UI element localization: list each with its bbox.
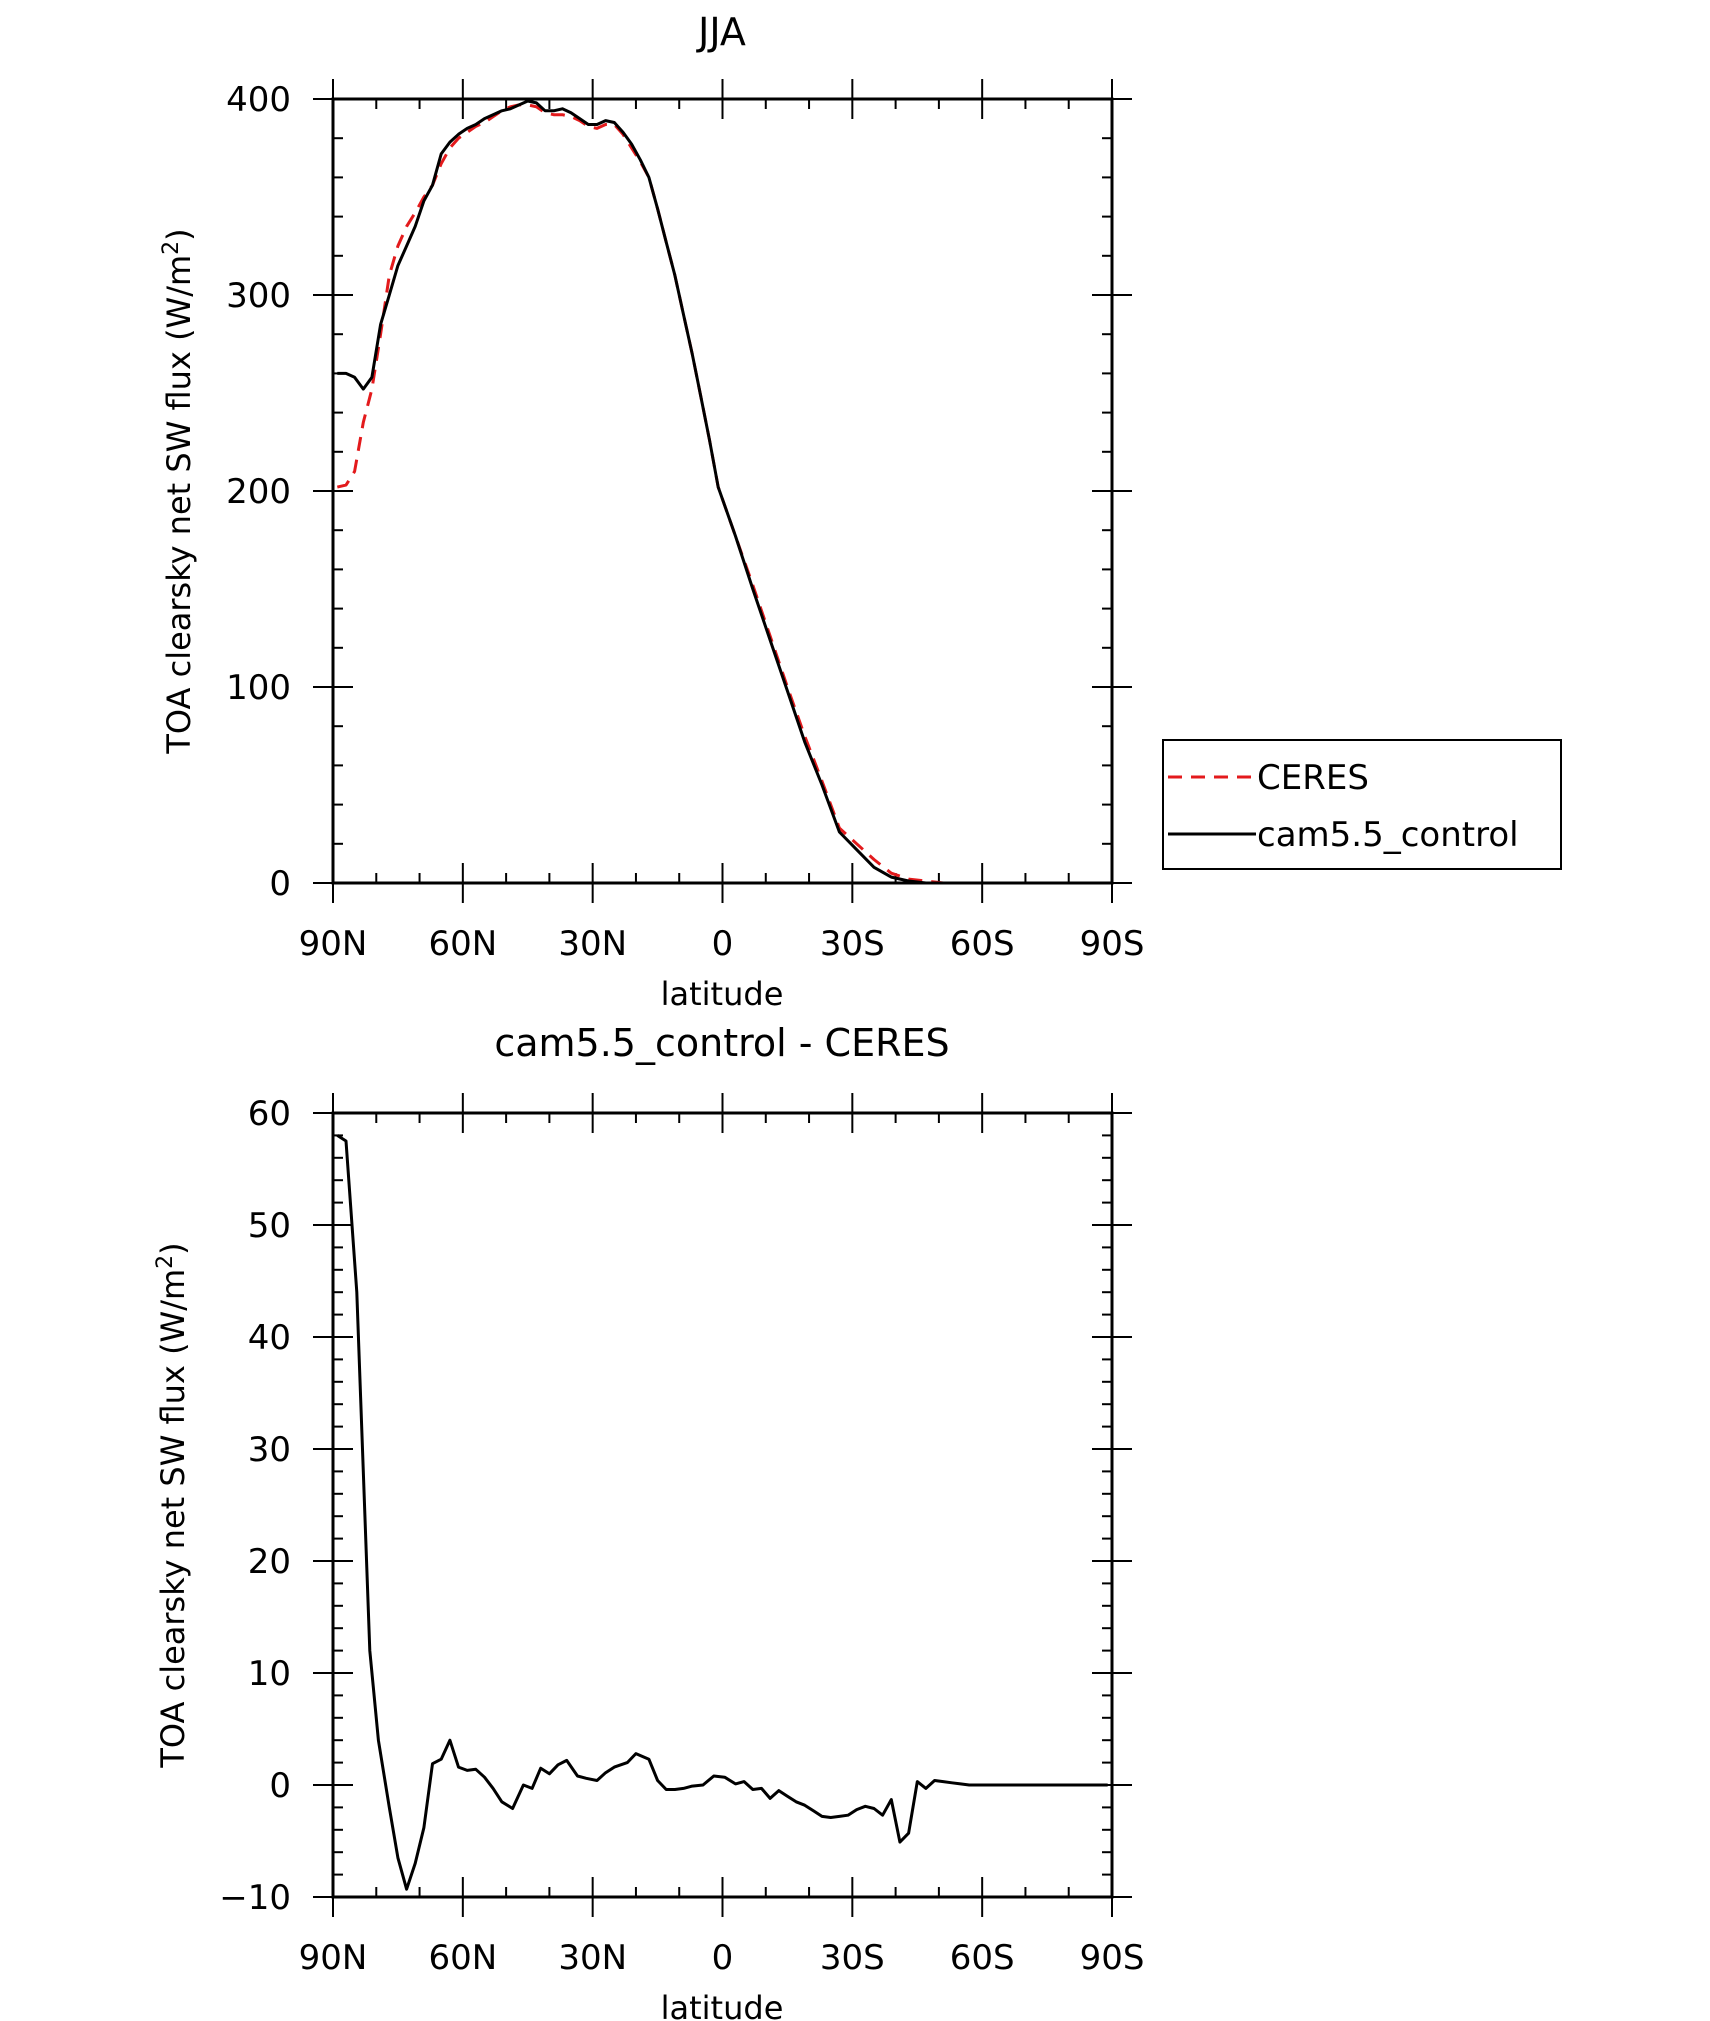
x-axis-label-top: latitude	[661, 975, 784, 1013]
x-tick-label: 30S	[820, 1938, 885, 1978]
x-tick-label: 90S	[1080, 1938, 1145, 1978]
y-axis-top: 0 100 200 300 400	[226, 80, 1132, 904]
y-tick-label: 0	[269, 1766, 291, 1806]
series-line-1-0	[336, 1134, 1108, 1891]
x-tick-label: 0	[712, 924, 734, 964]
legend-label-cam: cam5.5_control	[1257, 815, 1519, 855]
y-tick-label: −10	[219, 1878, 291, 1918]
x-tick-label: 90N	[299, 1938, 368, 1978]
series-line-0-1	[337, 99, 1108, 885]
y-tick-label: 40	[248, 1318, 291, 1358]
x-axis-top: 90N 60N 30N 0 30S 60S 90S	[299, 79, 1145, 964]
plot-frame-bottom	[331, 1111, 1114, 1899]
x-tick-label: 30S	[820, 924, 885, 964]
plot-area-bottom	[336, 1134, 1108, 1891]
legend-label-ceres: CERES	[1257, 758, 1369, 798]
y-axis-label-top: TOA clearsky net SW flux (W/m2)	[159, 228, 198, 754]
x-tick-label: 90N	[299, 924, 368, 964]
y-tick-label: 300	[226, 276, 291, 316]
chart-title-bottom: cam5.5_control - CERES	[494, 1021, 949, 1065]
x-tick-label: 30N	[558, 924, 627, 964]
y-tick-label: 200	[226, 472, 291, 512]
plot-frame-top	[331, 97, 1114, 885]
x-tick-label: 60N	[428, 1938, 497, 1978]
x-tick-label: 60S	[950, 1938, 1015, 1978]
y-tick-label: 50	[248, 1206, 291, 1246]
y-tick-label: 0	[269, 864, 291, 904]
y-tick-label: 30	[248, 1430, 291, 1470]
plot-area-top	[336, 99, 1108, 885]
x-tick-label: 60N	[428, 924, 497, 964]
x-tick-label: 60S	[950, 924, 1015, 964]
panel-bottom: cam5.5_control - CERES −100102030405060 …	[153, 1021, 1144, 2021]
panel-top: JJA 0 100 200 300 400 90N 60N 30N 0 30S 60S 90S la…	[159, 10, 1562, 1013]
series-line-0-0	[336, 103, 1108, 885]
y-tick-label: 10	[248, 1654, 291, 1694]
x-axis-bottom: 90N 60N 30N 0 30S 60S 90S	[299, 1093, 1145, 1978]
x-tick-label: 30N	[558, 1938, 627, 1978]
y-axis-label-bottom: TOA clearsky net SW flux (W/m2)	[153, 1242, 192, 1768]
x-axis-label-bottom: latitude	[661, 1989, 784, 2021]
y-axis-bottom: −10 0 10 20 30 40 50 60	[219, 1094, 1132, 1918]
y-tick-label: 20	[248, 1542, 291, 1582]
legend-box	[1162, 739, 1562, 870]
x-tick-label: 0	[712, 1938, 734, 1978]
chart-title-top: JJA	[696, 10, 746, 54]
y-tick-label: 400	[226, 80, 291, 120]
legend: CERES cam5.5_control	[1162, 739, 1562, 870]
x-tick-label: 90S	[1080, 924, 1145, 964]
y-tick-label: 100	[226, 668, 291, 708]
y-tick-label: 60	[248, 1094, 291, 1134]
